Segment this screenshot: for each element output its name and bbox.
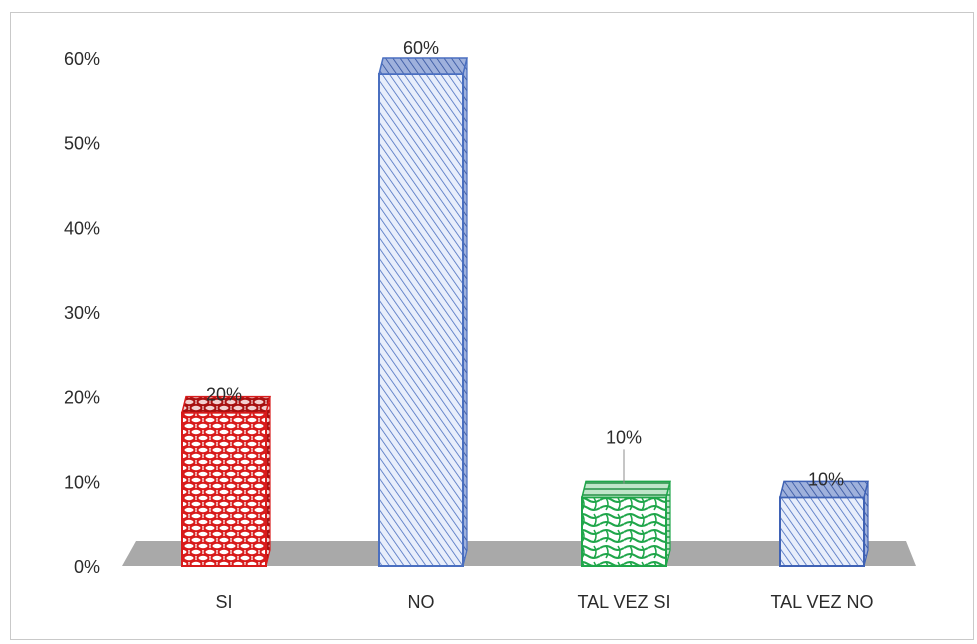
data-label: 60% xyxy=(403,38,439,58)
bar-front xyxy=(181,411,267,567)
bar-si xyxy=(181,395,271,567)
y-tick-label: 60% xyxy=(64,49,100,69)
bar-front xyxy=(378,73,464,567)
data-label: 10% xyxy=(808,469,844,489)
x-tick-label: TAL VEZ SI xyxy=(577,592,670,612)
bar-front xyxy=(779,496,865,568)
chart-floor xyxy=(122,541,916,566)
x-tick-label: SI xyxy=(215,592,232,612)
bar-front xyxy=(581,496,667,568)
bar-tal-vez-si xyxy=(581,480,671,568)
data-label: 20% xyxy=(206,385,242,405)
bar-top xyxy=(378,57,468,75)
y-tick-label: 30% xyxy=(64,303,100,323)
y-tick-label: 50% xyxy=(64,134,100,154)
y-tick-label: 10% xyxy=(64,472,100,492)
bar-top xyxy=(779,480,869,499)
bar-tal-vez-no xyxy=(779,480,869,568)
x-tick-label: TAL VEZ NO xyxy=(770,592,873,612)
y-tick-label: 40% xyxy=(64,218,100,238)
data-label: 10% xyxy=(606,427,642,447)
y-tick-label: 20% xyxy=(64,388,100,408)
bar-top xyxy=(581,480,671,499)
bar-top xyxy=(181,395,271,414)
y-tick-label: 0% xyxy=(74,557,100,577)
x-tick-label: NO xyxy=(408,592,435,612)
bar-no xyxy=(378,57,468,567)
